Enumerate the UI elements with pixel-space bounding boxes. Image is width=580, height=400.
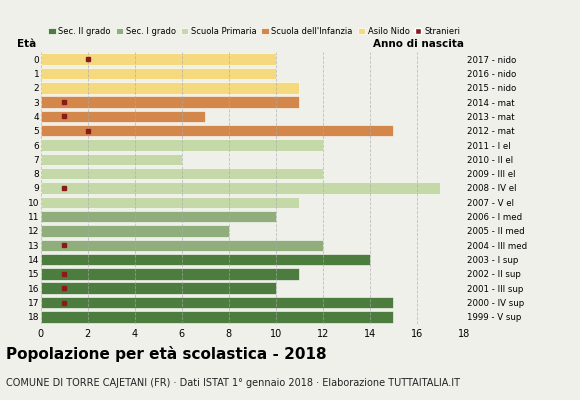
Text: Popolazione per età scolastica - 2018: Popolazione per età scolastica - 2018 [6,346,327,362]
Bar [41,82,299,94]
Bar [41,125,393,136]
Bar [41,139,323,151]
Bar [41,268,299,280]
Bar [41,168,323,180]
Bar [41,240,323,251]
Text: Età: Età [17,39,37,49]
Bar [41,96,299,108]
Bar [41,311,393,322]
Bar [41,254,370,265]
Bar [41,111,205,122]
Bar [41,54,276,65]
Bar [41,182,440,194]
Text: Anno di nascita: Anno di nascita [373,39,464,49]
Text: COMUNE DI TORRE CAJETANI (FR) · Dati ISTAT 1° gennaio 2018 · Elaborazione TUTTAI: COMUNE DI TORRE CAJETANI (FR) · Dati IST… [6,378,460,388]
Bar [41,225,229,237]
Bar [41,282,276,294]
Bar [41,68,276,79]
Bar [41,154,182,165]
Legend: Sec. II grado, Sec. I grado, Scuola Primaria, Scuola dell'Infanzia, Asilo Nido, : Sec. II grado, Sec. I grado, Scuola Prim… [45,24,464,39]
Bar [41,211,276,222]
Bar [41,196,299,208]
Bar [41,297,393,308]
